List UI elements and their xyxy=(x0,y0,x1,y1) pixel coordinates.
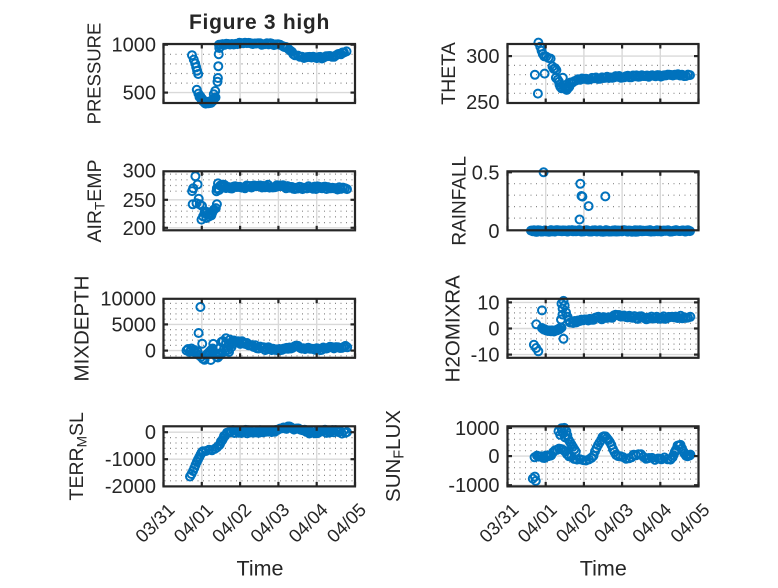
svg-text:0.5: 0.5 xyxy=(472,162,500,184)
svg-text:Time: Time xyxy=(580,557,627,581)
svg-text:-2000: -2000 xyxy=(105,476,156,498)
svg-text:5000: 5000 xyxy=(112,314,157,336)
svg-text:500: 500 xyxy=(123,83,156,105)
svg-text:300: 300 xyxy=(466,46,499,68)
svg-text:-10: -10 xyxy=(471,345,500,367)
svg-text:PRESSURE: PRESSURE xyxy=(84,23,105,125)
svg-text:Time: Time xyxy=(237,557,284,581)
svg-text:200: 200 xyxy=(123,218,156,240)
svg-text:0: 0 xyxy=(488,319,499,341)
svg-text:MIXDEPTH: MIXDEPTH xyxy=(71,276,94,382)
svg-text:AIRT​EMP: AIRT​EMP xyxy=(84,159,108,242)
svg-text:Figure 3 high: Figure 3 high xyxy=(189,11,330,34)
svg-text:250: 250 xyxy=(466,92,499,114)
svg-text:0: 0 xyxy=(145,422,156,444)
svg-text:TERRM​SL: TERRM​SL xyxy=(66,412,90,500)
svg-text:250: 250 xyxy=(123,190,156,212)
svg-text:10: 10 xyxy=(477,292,499,314)
svg-text:THETA: THETA xyxy=(438,42,460,104)
svg-text:0: 0 xyxy=(145,341,156,363)
svg-text:H2OMIXRA: H2OMIXRA xyxy=(442,275,465,382)
svg-text:0: 0 xyxy=(488,446,499,468)
svg-text:-1000: -1000 xyxy=(105,449,156,471)
svg-text:10000: 10000 xyxy=(100,288,156,310)
svg-text:SUNF​LUX: SUNF​LUX xyxy=(382,410,408,502)
svg-text:1000: 1000 xyxy=(455,418,500,440)
svg-text:1000: 1000 xyxy=(112,35,157,57)
svg-text:300: 300 xyxy=(123,161,156,183)
svg-text:0: 0 xyxy=(488,221,499,243)
svg-text:RAINFALL: RAINFALL xyxy=(450,156,471,246)
svg-text:-1000: -1000 xyxy=(448,475,499,497)
